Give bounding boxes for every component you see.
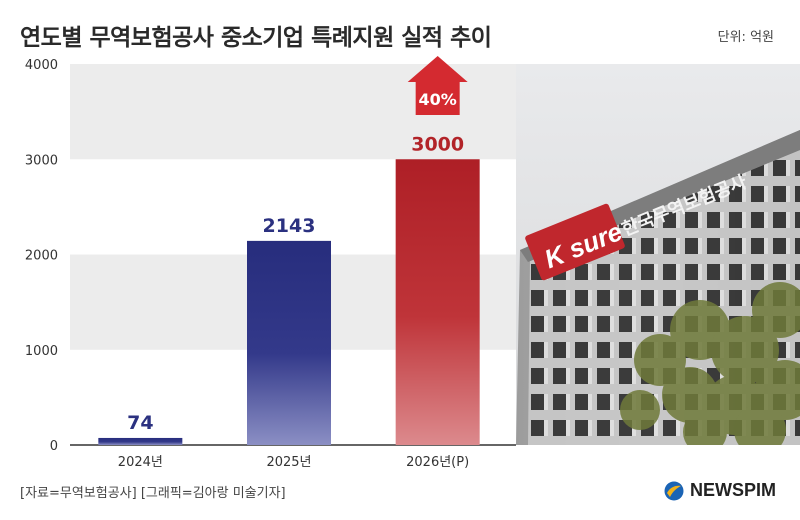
y-tick-label: 2000 xyxy=(25,249,58,264)
newspim-globe-icon xyxy=(664,481,684,500)
x-tick-label: 2026년(P) xyxy=(406,455,469,470)
growth-arrow: 40% xyxy=(407,56,468,115)
data-label: 74 xyxy=(127,412,153,434)
brand-name: NEWSPIM xyxy=(689,480,776,500)
source-credit: [자료=무역보험공사] [그래픽=김아랑 미술기자] xyxy=(20,486,286,501)
ksure-logo-plate xyxy=(525,203,625,281)
x-axis: 2024년 2025년 2026년(P) xyxy=(118,455,469,470)
bar-0 xyxy=(98,437,183,445)
y-tick-label: 1000 xyxy=(25,344,58,359)
building-photo: K sure 한국무역보험공사 xyxy=(516,64,800,445)
y-axis: 0 1000 2000 3000 4000 xyxy=(25,58,58,454)
y-tick-label: 3000 xyxy=(25,153,58,168)
data-labels: 74 2143 3000 xyxy=(127,133,464,434)
growth-annotation: 40% xyxy=(419,90,457,109)
bars xyxy=(98,159,480,445)
y-tick-label: 4000 xyxy=(25,58,58,73)
brand-logo: NEWSPIM xyxy=(664,480,776,501)
unit-label: 단위: 억원 xyxy=(717,30,774,45)
growth-arrow-shape xyxy=(407,56,468,115)
x-tick-label: 2024년 xyxy=(118,455,163,470)
data-label: 3000 xyxy=(411,133,464,155)
chart-title: 연도별 무역보험공사 중소기업 특례지원 실적 추이 xyxy=(20,25,492,51)
bar-2 xyxy=(395,159,480,445)
tree-foliage xyxy=(620,282,800,445)
data-label: 2143 xyxy=(263,215,316,237)
x-tick-label: 2025년 xyxy=(266,455,311,470)
bar-1 xyxy=(247,240,331,445)
y-tick-label: 0 xyxy=(50,439,58,454)
